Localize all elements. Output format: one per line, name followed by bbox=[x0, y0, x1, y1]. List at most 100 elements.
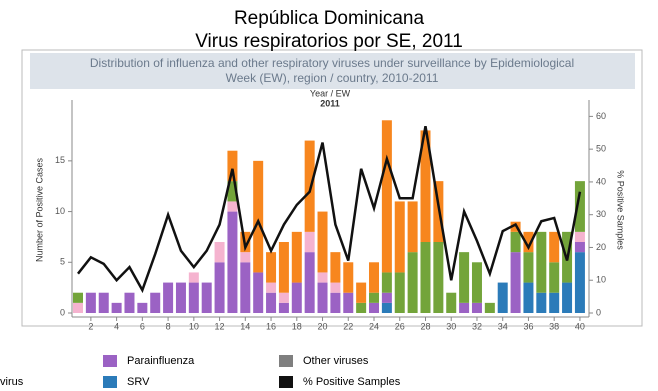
x-tick-label: 34 bbox=[498, 321, 508, 331]
x-tick-label: 14 bbox=[240, 321, 250, 331]
bar-segment bbox=[278, 242, 289, 293]
bar-segment bbox=[381, 272, 392, 293]
bar-segment bbox=[124, 292, 135, 313]
bar-segment bbox=[304, 231, 315, 253]
x-group: 2011 bbox=[320, 98, 340, 108]
legend-swatch bbox=[279, 355, 293, 367]
x-tick-label: 16 bbox=[266, 321, 276, 331]
y2-tick-label: 10 bbox=[596, 275, 606, 285]
bar-segment bbox=[381, 302, 392, 313]
bar-segment bbox=[369, 302, 380, 313]
bar-segment bbox=[317, 282, 328, 313]
x-tick-label: 36 bbox=[523, 321, 533, 331]
bar-segment bbox=[278, 302, 289, 313]
x-tick-label: 26 bbox=[395, 321, 405, 331]
bar-segment bbox=[278, 292, 289, 303]
bar-segment bbox=[407, 252, 418, 313]
y2-tick-label: 50 bbox=[596, 144, 606, 154]
x-tick-label: 28 bbox=[420, 321, 430, 331]
x-tick-label: 32 bbox=[472, 321, 482, 331]
bar-segment bbox=[574, 231, 585, 242]
bar-segment bbox=[459, 252, 470, 303]
bar-segment bbox=[266, 282, 277, 293]
line bbox=[77, 125, 582, 294]
banner-line: Distribution of influenza and other resp… bbox=[90, 56, 574, 70]
bar-segment bbox=[214, 262, 225, 313]
bar-segment bbox=[497, 282, 508, 313]
bar-segment bbox=[574, 181, 585, 232]
bar-segment bbox=[85, 292, 96, 313]
bar-segment bbox=[369, 292, 380, 303]
bar-segment bbox=[266, 292, 277, 313]
x-tick-label: 40 bbox=[575, 321, 585, 331]
bar-segment bbox=[227, 181, 238, 202]
bar-segment bbox=[459, 302, 470, 313]
bar-segment bbox=[137, 302, 148, 313]
y2-tick-label: 60 bbox=[596, 111, 606, 121]
bar-segment bbox=[240, 262, 251, 313]
bar-segment bbox=[394, 272, 405, 313]
bar-segment bbox=[227, 150, 238, 182]
y2-tick-label: 0 bbox=[596, 307, 601, 317]
bar-segment bbox=[523, 231, 534, 253]
bar-segment bbox=[150, 292, 161, 313]
y2-label: % Positive Samples bbox=[616, 170, 626, 250]
bar-segment bbox=[330, 282, 341, 293]
y2-tick-label: 40 bbox=[596, 176, 606, 186]
bar-segment bbox=[574, 252, 585, 313]
bar-segment bbox=[420, 130, 431, 242]
bar-segment bbox=[471, 302, 482, 313]
legend-swatch bbox=[103, 376, 117, 388]
bar-segment bbox=[73, 292, 83, 303]
y-label: Number of Positive Cases bbox=[34, 157, 44, 262]
bar-segment bbox=[369, 262, 380, 293]
bar-segment bbox=[291, 282, 302, 313]
x-tick-label: 22 bbox=[343, 321, 353, 331]
banner-box bbox=[30, 53, 635, 89]
legend-label: Parainfluenza bbox=[127, 355, 195, 367]
y2-tick-label: 30 bbox=[596, 209, 606, 219]
bar-segment bbox=[291, 231, 302, 283]
bar-segment bbox=[381, 292, 392, 303]
x-tick-label: 38 bbox=[549, 321, 559, 331]
y-tick-label: 15 bbox=[55, 155, 65, 165]
y-tick-label: 10 bbox=[55, 206, 65, 216]
bar-segment bbox=[510, 252, 521, 313]
bar-segment bbox=[343, 262, 354, 293]
bar-segment bbox=[420, 242, 431, 313]
legend-swatch bbox=[279, 376, 293, 388]
bar-segment bbox=[304, 140, 315, 232]
x-tick-label: 30 bbox=[446, 321, 456, 331]
bar-segment bbox=[163, 282, 174, 313]
bar-segment bbox=[330, 252, 341, 283]
y-tick-label: 5 bbox=[60, 257, 65, 267]
chart-title: República Dominicana bbox=[234, 8, 425, 29]
legend-swatch bbox=[103, 355, 117, 367]
chart-subtitle: Virus respiratorios por SE, 2011 bbox=[195, 31, 463, 52]
x-tick-label: 4 bbox=[114, 321, 119, 331]
bar-segment bbox=[574, 242, 585, 253]
bar-segment bbox=[253, 272, 264, 313]
x-tick-label: 6 bbox=[140, 321, 145, 331]
bar-segment bbox=[549, 292, 560, 313]
bar-segment bbox=[214, 242, 225, 263]
x-tick-label: 2 bbox=[88, 321, 93, 331]
bar-segment bbox=[536, 292, 547, 313]
y-tick-label: 0 bbox=[60, 307, 65, 317]
bar-segment bbox=[343, 292, 354, 313]
bar-segment bbox=[98, 292, 109, 313]
bar-segment bbox=[523, 252, 534, 283]
x-label: Year / EW bbox=[310, 88, 351, 98]
bar-segment bbox=[266, 252, 277, 283]
bar-segment bbox=[433, 242, 444, 313]
bar-segment bbox=[253, 160, 264, 273]
bar-segment bbox=[549, 262, 560, 293]
bar-segment bbox=[227, 211, 238, 313]
x-tick-label: 20 bbox=[318, 321, 328, 331]
bar-segment bbox=[549, 231, 560, 263]
banner-line: Week (EW), region / country, 2010-2011 bbox=[226, 71, 439, 85]
bar-segment bbox=[227, 201, 238, 212]
bar-segment bbox=[188, 282, 199, 313]
